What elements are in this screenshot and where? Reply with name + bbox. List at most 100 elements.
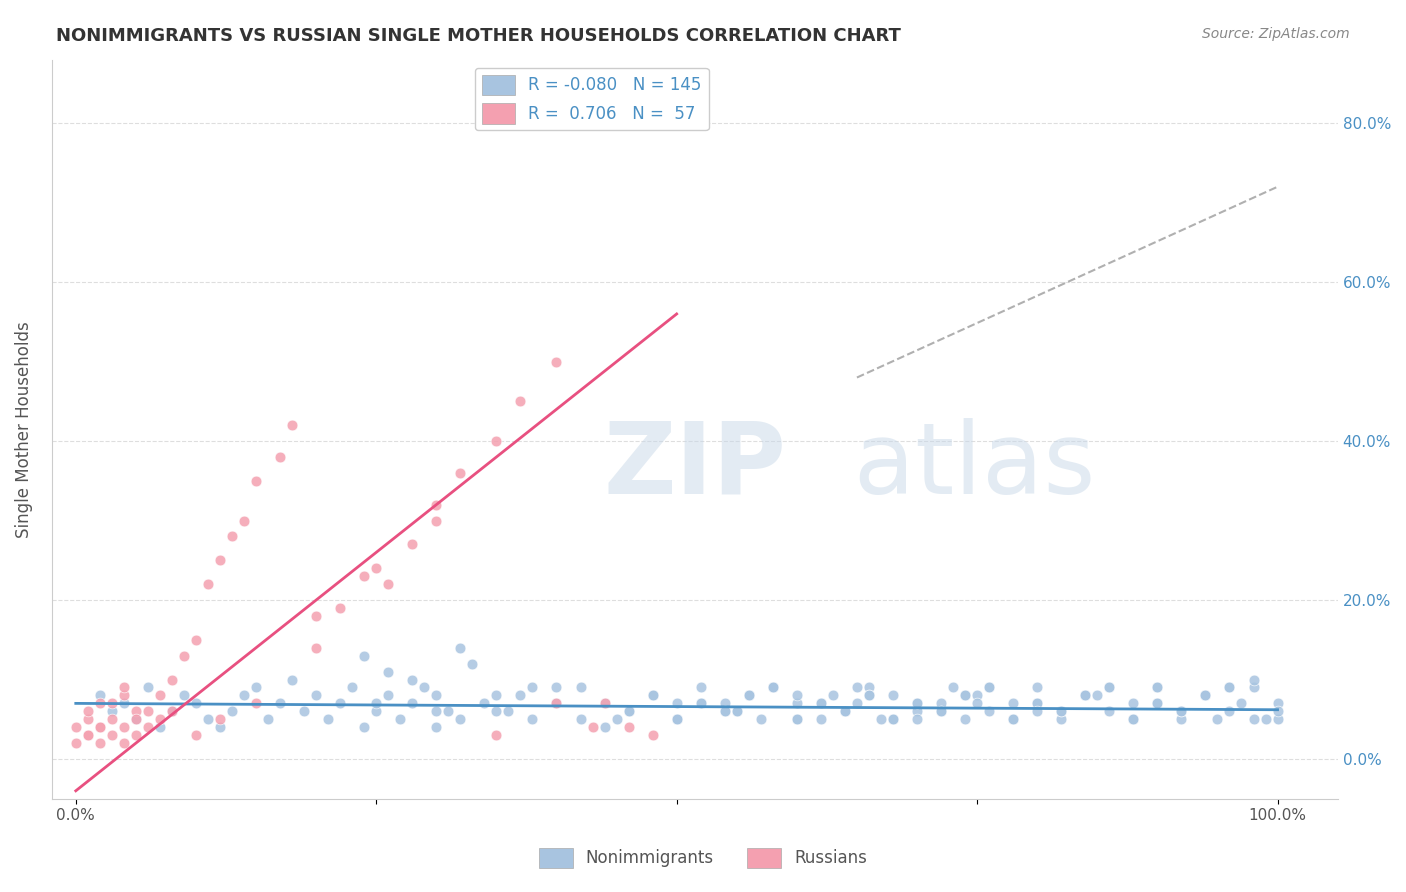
Point [245,474,267,488]
Point [1074,689,1097,703]
Point [425,689,447,703]
Point [905,712,928,726]
Point [786,712,808,726]
Point [353,569,375,583]
Point [149,689,172,703]
Point [858,681,880,695]
Point [689,697,711,711]
Point [197,712,219,726]
Point [1026,697,1049,711]
Point [125,712,148,726]
Point [953,689,976,703]
Point [269,450,291,464]
Point [870,712,893,726]
Point [725,704,748,718]
Point [641,728,664,742]
Point [810,697,832,711]
Point [1098,681,1121,695]
Point [401,673,423,687]
Point [1254,712,1277,726]
Point [498,704,520,718]
Legend: Nonimmigrants, Russians: Nonimmigrants, Russians [533,841,873,875]
Point [89,697,111,711]
Point [641,689,664,703]
Point [449,640,471,655]
Point [65,720,87,734]
Point [245,697,267,711]
Point [546,697,568,711]
Point [786,689,808,703]
Point [76,728,98,742]
Point [966,697,988,711]
Point [845,681,868,695]
Point [593,697,616,711]
Point [1243,673,1265,687]
Point [112,720,135,734]
Point [125,704,148,718]
Point [834,704,856,718]
Point [281,673,304,687]
Point [425,514,447,528]
Point [160,704,183,718]
Point [401,537,423,551]
Point [1218,681,1240,695]
Point [208,712,231,726]
Point [749,712,772,726]
Point [979,704,1001,718]
Point [474,697,496,711]
Point [725,704,748,718]
Point [101,712,124,726]
Point [101,704,124,718]
Point [979,681,1001,695]
Point [1002,712,1025,726]
Point [1122,712,1144,726]
Point [1122,697,1144,711]
Point [208,553,231,567]
Point [665,712,688,726]
Point [136,720,159,734]
Point [101,728,124,742]
Point [1194,689,1216,703]
Point [665,697,688,711]
Point [1146,681,1168,695]
Point [905,697,928,711]
Text: NONIMMIGRANTS VS RUSSIAN SINGLE MOTHER HOUSEHOLDS CORRELATION CHART: NONIMMIGRANTS VS RUSSIAN SINGLE MOTHER H… [56,27,901,45]
Point [1026,704,1049,718]
Point [377,665,399,679]
Point [953,689,976,703]
Point [112,681,135,695]
Point [1074,689,1097,703]
Point [449,466,471,480]
Point [834,704,856,718]
Point [713,704,735,718]
Point [1146,697,1168,711]
Point [546,681,568,695]
Point [738,689,761,703]
Point [845,697,868,711]
Point [76,704,98,718]
Legend: R = -0.080   N = 145, R =  0.706   N =  57: R = -0.080 N = 145, R = 0.706 N = 57 [475,68,709,130]
Point [269,697,291,711]
Point [485,728,508,742]
Point [366,561,388,575]
Point [929,697,952,711]
Point [305,609,328,624]
Point [834,704,856,718]
Point [509,689,531,703]
Point [76,728,98,742]
Point [713,704,735,718]
Point [184,632,207,647]
Point [641,689,664,703]
Point [329,601,352,615]
Point [1026,681,1049,695]
Point [1267,712,1289,726]
Point [689,697,711,711]
Point [305,689,328,703]
Point [882,712,904,726]
Point [1170,704,1192,718]
Point [905,704,928,718]
Point [966,689,988,703]
Point [184,728,207,742]
Point [76,712,98,726]
Point [665,712,688,726]
